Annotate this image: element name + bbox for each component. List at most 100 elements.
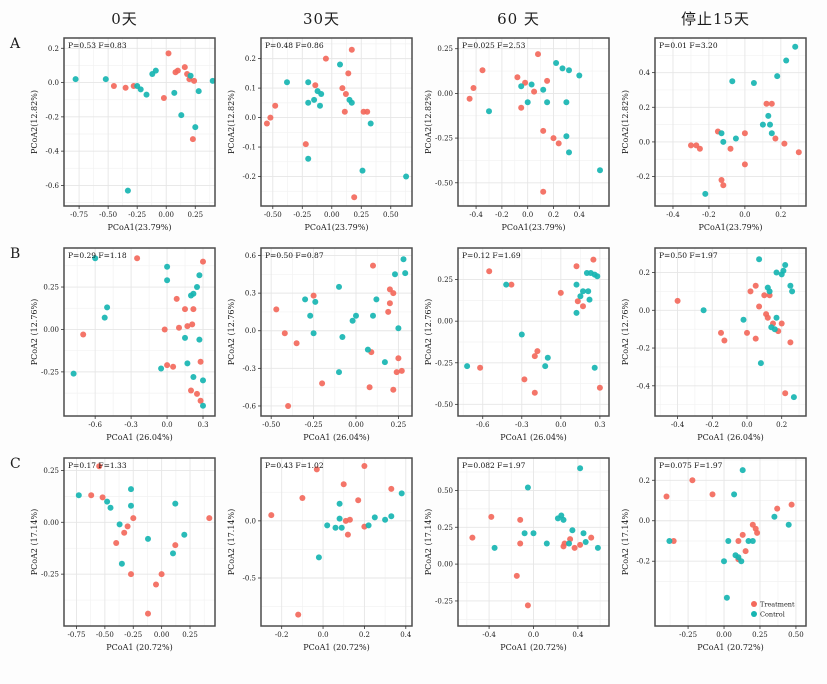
svg-text:-0.2: -0.2 — [275, 631, 289, 639]
svg-text:-0.75: -0.75 — [70, 211, 88, 219]
svg-text:PCoA2(12.82%): PCoA2(12.82%) — [227, 90, 236, 154]
svg-text:-0.25: -0.25 — [41, 368, 59, 376]
svg-text:PCoA2 (17.14%): PCoA2 (17.14%) — [424, 509, 433, 575]
svg-text:0.0: 0.0 — [528, 631, 539, 639]
svg-text:Control: Control — [760, 611, 785, 619]
svg-text:-0.6: -0.6 — [243, 402, 257, 410]
svg-text:-0.1: -0.1 — [243, 144, 257, 152]
panel-c-day0: -0.75 -0.50 -0.25 0.00 0.25 0.25 0.00 -0.25 P=0.… — [26, 454, 223, 662]
svg-text:-0.25: -0.25 — [124, 631, 142, 639]
svg-text:-0.4: -0.4 — [469, 211, 483, 219]
svg-text:-0.3: -0.3 — [124, 421, 138, 429]
pcoa-plot-svg: -0.4 -0.2 0.0 0.2 0.4 0.25 0.00 -0.25 -0.50 P=0.0… — [424, 37, 610, 232]
panel-a-stop15: -0.4 -0.2 0.0 0.2 0.4 0.2 0.0 -0.2 P=0.01 F=3.20… — [617, 34, 814, 242]
pcoa-plot-svg: -0.75 -0.50 -0.25 0.00 0.25 0.2 0.0 -0.2 -0.4 -0.… — [30, 37, 216, 232]
svg-text:PCoA2(12.82%): PCoA2(12.82%) — [621, 90, 630, 154]
svg-text:0.25: 0.25 — [437, 45, 453, 53]
svg-text:0.1: 0.1 — [245, 85, 256, 93]
svg-text:0.00: 0.00 — [43, 326, 59, 334]
svg-text:0.00: 0.00 — [437, 561, 453, 569]
svg-text:0.0: 0.0 — [245, 517, 256, 525]
svg-text:PCoA2 (12.76%): PCoA2 (12.76%) — [227, 299, 236, 365]
svg-text:0.2: 0.2 — [775, 211, 786, 219]
svg-text:-0.25: -0.25 — [41, 571, 59, 579]
svg-text:-0.25: -0.25 — [679, 631, 697, 639]
svg-text:0.25: 0.25 — [187, 211, 203, 219]
svg-text:0.0: 0.0 — [161, 421, 172, 429]
pcoa-plot-svg: -0.6 -0.3 0.0 0.3 0.25 0.00 -0.25 P=0.29 F=1.18… — [30, 247, 216, 442]
svg-text:PCoA1 (26.04%): PCoA1 (26.04%) — [500, 433, 566, 442]
svg-text:0.00: 0.00 — [437, 318, 453, 326]
svg-text:-0.25: -0.25 — [128, 211, 146, 219]
svg-text:-0.2: -0.2 — [637, 345, 651, 353]
row-b: B -0.6 -0.3 0.0 0.3 0.25 0.00 -0.25 P=0.29 F=1.… — [0, 244, 827, 452]
svg-text:0.3: 0.3 — [245, 290, 256, 298]
row-c: C -0.75 -0.50 -0.25 0.00 0.25 0.25 0.00 -0.25 P=… — [0, 454, 827, 662]
svg-text:PCoA2(12.82%): PCoA2(12.82%) — [424, 90, 433, 154]
pcoa-plot-svg: -0.2 0.0 0.2 0.4 0.0 -0.5 P=0.43 F=1.02 PCoA1 (… — [227, 457, 413, 652]
svg-text:0.2: 0.2 — [548, 211, 559, 219]
svg-text:-0.3: -0.3 — [243, 365, 257, 373]
svg-text:-0.25: -0.25 — [435, 597, 453, 605]
svg-text:0.50: 0.50 — [788, 631, 804, 639]
svg-text:PCoA2 (12.76%): PCoA2 (12.76%) — [621, 299, 630, 365]
svg-text:-0.4: -0.4 — [46, 148, 60, 156]
column-titles: 0天 30天 60 天 停止15天 — [0, 8, 827, 34]
svg-text:0.25: 0.25 — [43, 284, 59, 292]
svg-text:PCoA1 (20.72%): PCoA1 (20.72%) — [303, 643, 369, 652]
svg-text:0.4: 0.4 — [400, 631, 412, 639]
svg-text:PCoA2 (17.14%): PCoA2 (17.14%) — [621, 509, 630, 575]
panel-c-day60: -0.4 0.0 0.4 0.50 0.25 0.00 -0.25 P=0.082 F=1.9… — [420, 454, 617, 662]
svg-text:PCoA1 (20.72%): PCoA1 (20.72%) — [106, 643, 172, 652]
svg-text:0.3: 0.3 — [594, 421, 605, 429]
svg-text:-0.2: -0.2 — [243, 173, 257, 181]
svg-text:P=0.50 F=1.97: P=0.50 F=1.97 — [659, 251, 718, 260]
svg-text:PCoA2 (17.14%): PCoA2 (17.14%) — [30, 509, 39, 575]
svg-text:0.50: 0.50 — [383, 211, 399, 219]
svg-text:0.4: 0.4 — [639, 69, 651, 77]
svg-text:PCoA1 (26.04%): PCoA1 (26.04%) — [697, 433, 763, 442]
column-title-day30: 30天 — [302, 10, 341, 28]
svg-text:-0.75: -0.75 — [68, 631, 86, 639]
svg-text:-0.50: -0.50 — [96, 631, 114, 639]
svg-text:-0.4: -0.4 — [671, 421, 685, 429]
svg-text:0.4: 0.4 — [572, 631, 584, 639]
column-title-day0: 0天 — [111, 10, 138, 28]
svg-text:PCoA2 (12.76%): PCoA2 (12.76%) — [30, 299, 39, 365]
svg-text:-0.25: -0.25 — [435, 135, 453, 143]
panel-a-day60: -0.4 -0.2 0.0 0.2 0.4 0.25 0.00 -0.25 -0.50 P=0.0… — [420, 34, 617, 242]
svg-text:0.00: 0.00 — [154, 631, 170, 639]
svg-text:0.2: 0.2 — [776, 421, 787, 429]
svg-text:0.00: 0.00 — [437, 90, 453, 98]
panel-b-day30: -0.50 -0.25 0.00 0.25 0.6 0.3 0.0 -0.3 -0.6 P=0.5… — [223, 244, 420, 452]
svg-text:0.0: 0.0 — [555, 421, 566, 429]
svg-text:-0.50: -0.50 — [99, 211, 117, 219]
svg-text:-0.5: -0.5 — [243, 575, 257, 583]
row-label-b: B — [10, 246, 21, 262]
svg-text:-0.6: -0.6 — [46, 182, 60, 190]
svg-text:PCoA2 (12.76%): PCoA2 (12.76%) — [424, 299, 433, 365]
pcoa-plot-svg: -0.6 -0.3 0.0 0.3 0.25 0.00 -0.25 -0.50 P=0.12 F… — [424, 247, 610, 442]
svg-text:P=0.29 F=1.18: P=0.29 F=1.18 — [68, 251, 127, 260]
column-title-stop15: 停止15天 — [680, 10, 751, 28]
svg-text:P=0.01 F=3.20: P=0.01 F=3.20 — [659, 41, 718, 50]
svg-text:0.2: 0.2 — [639, 104, 650, 112]
svg-text:-0.2: -0.2 — [637, 558, 651, 566]
svg-text:-0.6: -0.6 — [476, 421, 490, 429]
svg-text:PCoA1 (26.04%): PCoA1 (26.04%) — [106, 433, 172, 442]
panel-a-day0: -0.75 -0.50 -0.25 0.00 0.25 0.2 0.0 -0.2 -0.4 -0.… — [26, 34, 223, 242]
svg-text:-0.50: -0.50 — [262, 421, 280, 429]
svg-text:-0.25: -0.25 — [435, 359, 453, 367]
svg-text:PCoA1(23.79%): PCoA1(23.79%) — [699, 223, 763, 232]
panel-c-day30: -0.2 0.0 0.2 0.4 0.0 -0.5 P=0.43 F=1.02 PCoA1 (… — [223, 454, 420, 662]
svg-text:0.2: 0.2 — [245, 55, 256, 63]
svg-text:P=0.43 F=1.02: P=0.43 F=1.02 — [265, 461, 324, 470]
svg-text:P=0.075 F=1.97: P=0.075 F=1.97 — [659, 461, 723, 470]
svg-text:PCoA1 (20.72%): PCoA1 (20.72%) — [500, 643, 566, 652]
svg-text:P=0.48 F=0.86: P=0.48 F=0.86 — [265, 41, 324, 50]
svg-text:0.25: 0.25 — [43, 467, 59, 475]
svg-text:-0.6: -0.6 — [88, 421, 102, 429]
svg-text:0.0: 0.0 — [639, 138, 650, 146]
svg-text:PCoA1(23.79%): PCoA1(23.79%) — [502, 223, 566, 232]
